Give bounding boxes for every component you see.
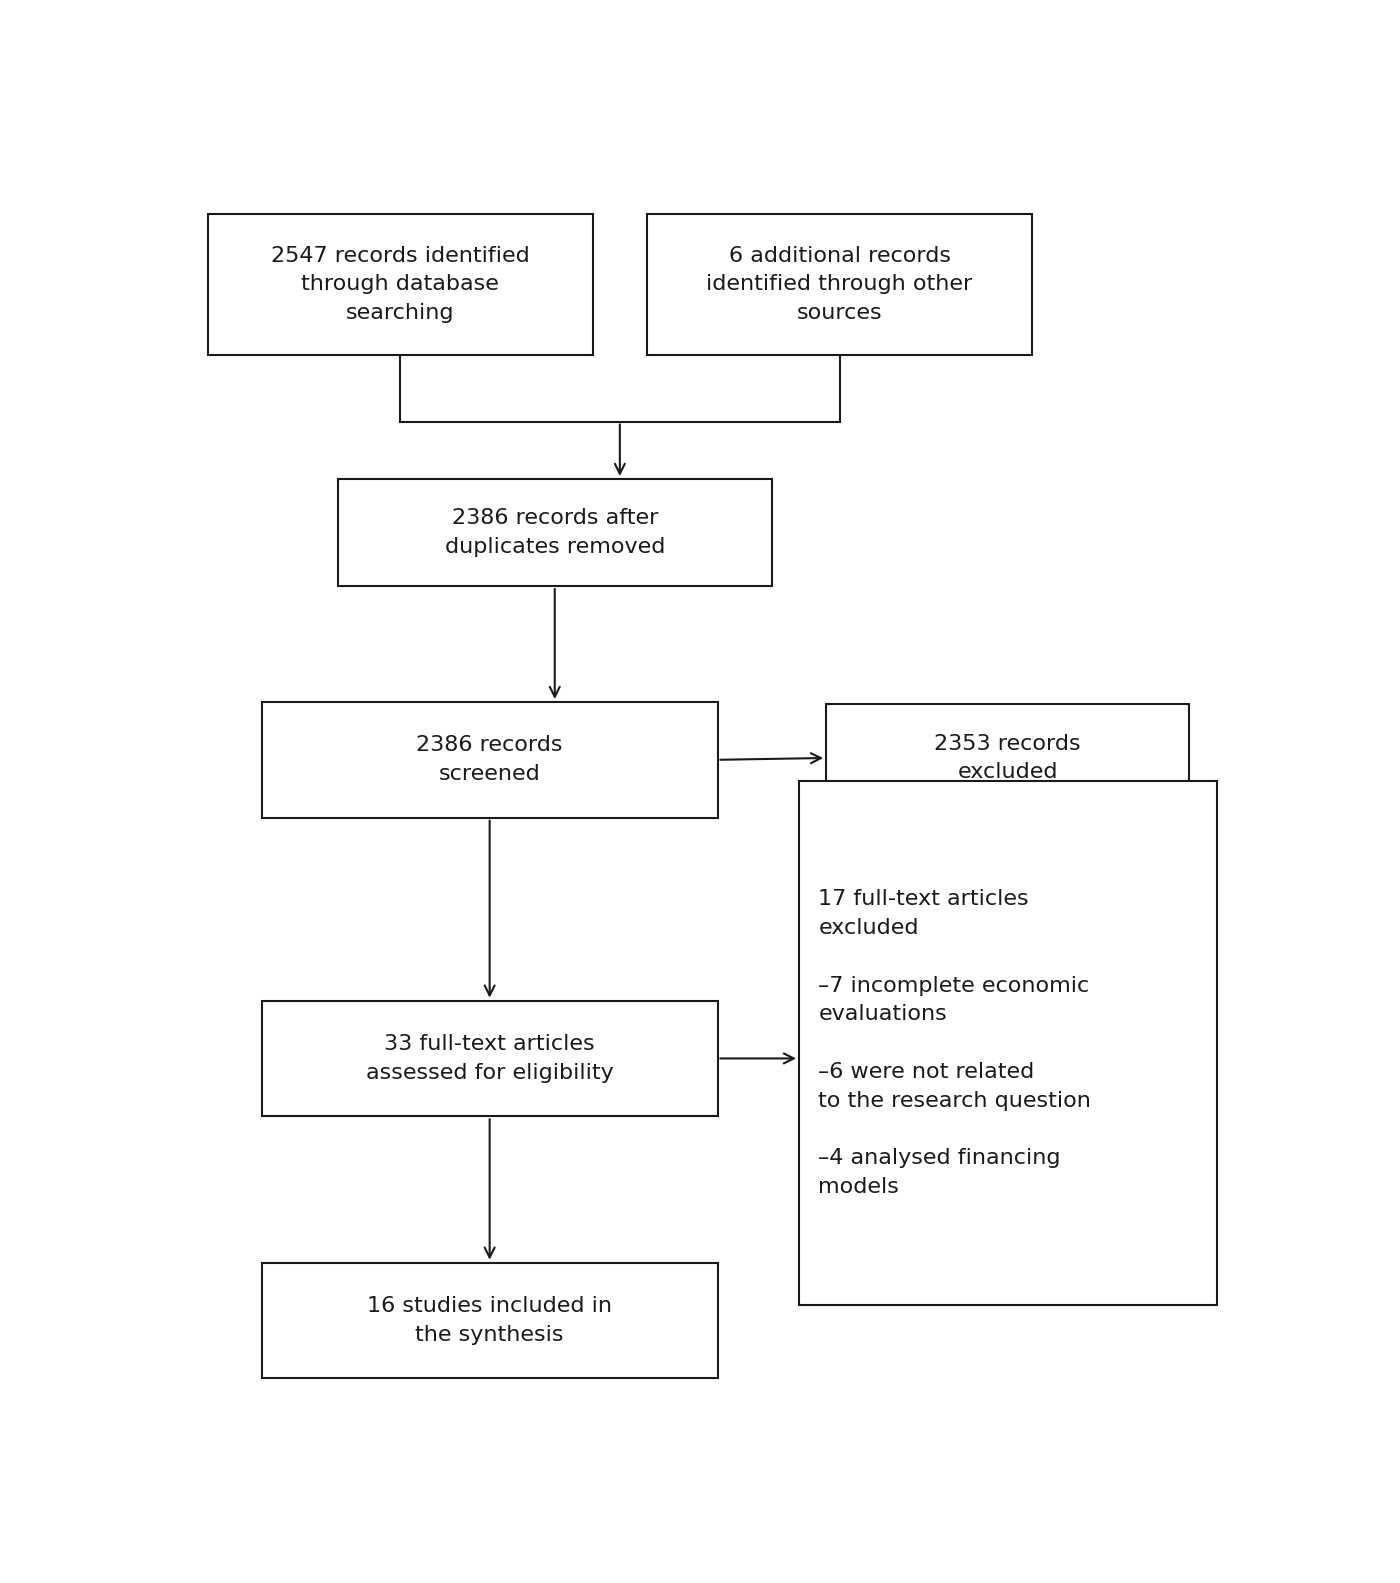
FancyBboxPatch shape [262, 1263, 717, 1379]
FancyBboxPatch shape [337, 478, 771, 586]
FancyBboxPatch shape [262, 1000, 717, 1116]
Text: 16 studies included in
the synthesis: 16 studies included in the synthesis [367, 1296, 612, 1346]
Text: 2386 records after
duplicates removed: 2386 records after duplicates removed [445, 508, 665, 557]
Text: 17 full-text articles
excluded

–7 incomplete economic
evaluations

–6 were not : 17 full-text articles excluded –7 incomp… [819, 890, 1091, 1197]
FancyBboxPatch shape [647, 214, 1032, 355]
FancyBboxPatch shape [262, 701, 717, 818]
Text: 2353 records
excluded: 2353 records excluded [934, 733, 1081, 782]
Text: 6 additional records
identified through other
sources: 6 additional records identified through … [707, 245, 973, 323]
Text: 2547 records identified
through database
searching: 2547 records identified through database… [270, 245, 529, 323]
Text: 2386 records
screened: 2386 records screened [416, 736, 563, 784]
FancyBboxPatch shape [826, 704, 1190, 812]
FancyBboxPatch shape [799, 780, 1217, 1306]
FancyBboxPatch shape [207, 214, 592, 355]
Text: 33 full-text articles
assessed for eligibility: 33 full-text articles assessed for eligi… [365, 1034, 613, 1083]
